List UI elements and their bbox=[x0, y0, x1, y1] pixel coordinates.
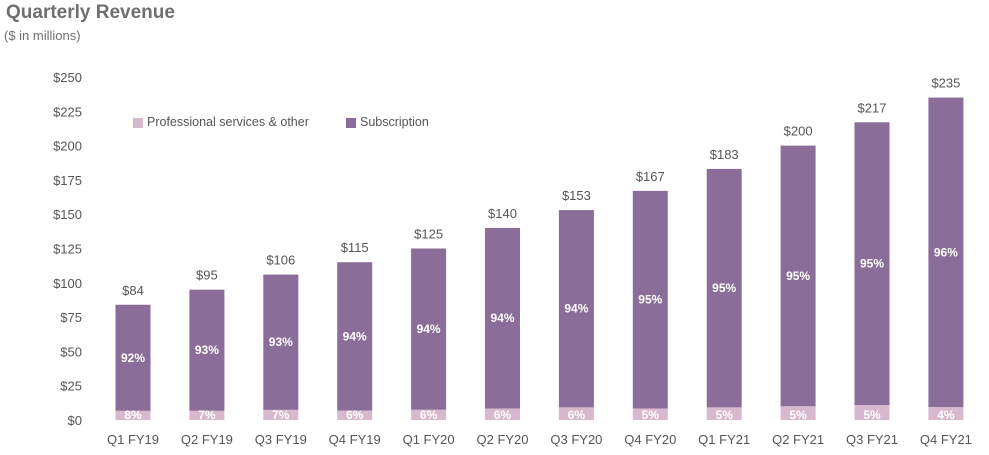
pct-label-professional-services: 6% bbox=[494, 408, 512, 422]
pct-label-subscription: 95% bbox=[712, 281, 736, 295]
bar-subscription bbox=[632, 190, 668, 409]
pct-label-subscription: 92% bbox=[121, 351, 145, 365]
pct-label-professional-services: 7% bbox=[198, 408, 216, 422]
bar-professional-services bbox=[706, 407, 742, 420]
pct-label-professional-services: 5% bbox=[789, 408, 807, 422]
total-label: $235 bbox=[931, 76, 960, 91]
x-tick-label: Q3 FY21 bbox=[846, 432, 898, 447]
bar-subscription bbox=[780, 145, 816, 407]
bar-professional-services bbox=[263, 409, 299, 420]
pct-label-professional-services: 5% bbox=[642, 408, 660, 422]
total-label: $200 bbox=[784, 124, 813, 139]
bar-professional-services bbox=[780, 406, 816, 420]
y-tick-label: $100 bbox=[53, 276, 82, 291]
total-label: $106 bbox=[266, 253, 295, 268]
pct-label-professional-services: 5% bbox=[716, 408, 734, 422]
x-tick-label: Q2 FY19 bbox=[181, 432, 233, 447]
x-tick-label: Q4 FY21 bbox=[920, 432, 972, 447]
pct-label-professional-services: 7% bbox=[272, 408, 290, 422]
bar-professional-services bbox=[189, 410, 225, 420]
chart-title: Quarterly Revenue bbox=[6, 2, 175, 23]
bar-professional-services bbox=[854, 405, 890, 420]
y-tick-label: $50 bbox=[60, 344, 82, 359]
total-label: $167 bbox=[636, 169, 665, 184]
x-tick-label: Q4 FY19 bbox=[329, 432, 381, 447]
x-tick-label: Q3 FY20 bbox=[550, 432, 602, 447]
bar-professional-services bbox=[558, 407, 594, 420]
x-tick-label: Q2 FY21 bbox=[772, 432, 824, 447]
pct-label-professional-services: 5% bbox=[863, 408, 881, 422]
bar-professional-services bbox=[928, 407, 964, 420]
total-label: $153 bbox=[562, 188, 591, 203]
total-label: $84 bbox=[122, 283, 144, 298]
x-tick-label: Q4 FY20 bbox=[624, 432, 676, 447]
y-tick-label: $125 bbox=[53, 242, 82, 257]
pct-label-professional-services: 6% bbox=[420, 408, 438, 422]
y-tick-label: $175 bbox=[53, 173, 82, 188]
x-tick-label: Q1 FY20 bbox=[403, 432, 455, 447]
pct-label-subscription: 95% bbox=[638, 293, 662, 307]
total-label: $217 bbox=[858, 100, 887, 115]
pct-label-professional-services: 6% bbox=[346, 408, 364, 422]
bar-subscription bbox=[189, 289, 225, 411]
total-label: $95 bbox=[196, 268, 218, 283]
pct-label-subscription: 94% bbox=[343, 329, 367, 343]
bar-subscription bbox=[263, 274, 299, 410]
pct-label-subscription: 94% bbox=[490, 311, 514, 325]
y-tick-label: $75 bbox=[60, 310, 82, 325]
pct-label-professional-services: 8% bbox=[124, 408, 142, 422]
legend-swatch-professional-services bbox=[133, 118, 143, 128]
x-tick-label: Q1 FY19 bbox=[107, 432, 159, 447]
bar-professional-services bbox=[411, 409, 447, 420]
y-tick-label: $0 bbox=[68, 413, 82, 428]
total-label: $115 bbox=[341, 240, 369, 255]
legend-label-subscription: Subscription bbox=[360, 115, 429, 129]
x-tick-label: Q2 FY20 bbox=[476, 432, 528, 447]
bar-professional-services bbox=[115, 410, 151, 420]
y-tick-label: $25 bbox=[60, 379, 82, 394]
x-axis: Q1 FY19 Q2 FY19 Q3 FY19 Q4 FY19 Q1 FY20 Q2 FY… bbox=[107, 432, 972, 447]
total-label: $183 bbox=[710, 147, 739, 162]
pct-label-subscription: 93% bbox=[195, 343, 219, 357]
legend-swatch-subscription bbox=[346, 118, 356, 128]
bar-subscription bbox=[115, 304, 151, 411]
y-tick-label: $150 bbox=[53, 207, 82, 222]
y-tick-label: $250 bbox=[53, 70, 82, 85]
pct-label-subscription: 94% bbox=[417, 322, 441, 336]
x-tick-label: Q1 FY21 bbox=[698, 432, 750, 447]
bar-subscription bbox=[337, 262, 373, 411]
pct-label-professional-services: 6% bbox=[568, 408, 586, 422]
x-tick-label: Q3 FY19 bbox=[255, 432, 307, 447]
bar-subscription bbox=[928, 97, 964, 408]
bar-subscription bbox=[411, 248, 447, 410]
legend: Professional services & other Subscripti… bbox=[133, 115, 429, 129]
pct-label-subscription: 94% bbox=[564, 302, 588, 316]
pct-label-subscription: 93% bbox=[269, 335, 293, 349]
pct-label-subscription: 95% bbox=[860, 257, 884, 271]
bar-professional-services bbox=[632, 408, 668, 420]
bar-subscription bbox=[706, 168, 742, 408]
pct-label-subscription: 95% bbox=[786, 269, 810, 283]
bar-professional-services bbox=[337, 410, 373, 420]
pct-label-professional-services: 4% bbox=[937, 408, 955, 422]
y-tick-label: $225 bbox=[53, 104, 82, 119]
bar-subscription bbox=[558, 210, 594, 408]
bar-subscription bbox=[485, 227, 520, 409]
total-label: $125 bbox=[414, 227, 443, 242]
bars: 8% 92% $84 7% 93% $95 7% 93% $106 6% 94% $115 6% 94% $… bbox=[115, 76, 964, 422]
bar-professional-services bbox=[485, 408, 520, 420]
total-label: $140 bbox=[488, 206, 517, 221]
chart-subtitle: ($ in millions) bbox=[4, 28, 81, 43]
y-axis: $0 $25 $50 $75 $100 $125 $150 $175 $200 $225 $250 bbox=[53, 70, 82, 428]
pct-label-subscription: 96% bbox=[934, 245, 958, 259]
legend-label-professional-services: Professional services & other bbox=[147, 115, 309, 129]
y-tick-label: $200 bbox=[53, 139, 82, 154]
bar-subscription bbox=[854, 122, 890, 406]
